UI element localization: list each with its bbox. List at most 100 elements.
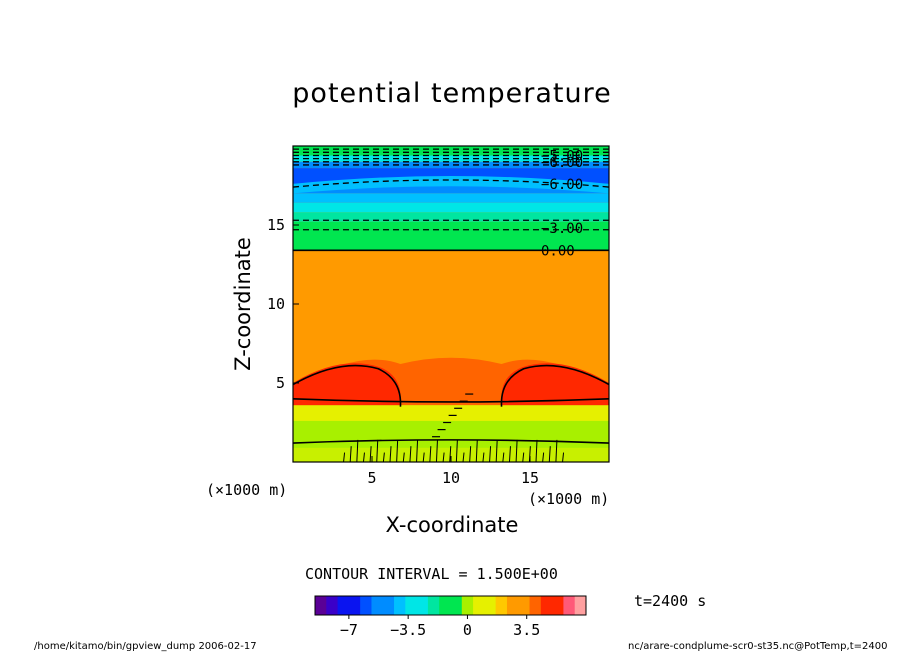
colorbar-tick-label: −3.5: [390, 621, 426, 639]
contour-label: −5.00: [541, 148, 583, 164]
colorbar-segment: [382, 596, 395, 615]
contour-line-plume: [500, 364, 609, 407]
contour-interval-label: CONTOUR INTERVAL = 1.500E+00: [305, 565, 558, 583]
chart-title: potential temperature: [292, 78, 612, 109]
surface-contour-tick: [462, 452, 465, 462]
surface-contour-tick: [548, 446, 551, 462]
colorbar-segment: [529, 596, 542, 615]
colorbar-segment: [326, 596, 339, 615]
colorbar-segment: [416, 596, 429, 615]
colorbar-segment: [405, 596, 418, 615]
surface-contour-tick: [515, 439, 518, 462]
colorbar-segment: [360, 596, 372, 615]
x-axis-label: X-coordinate: [385, 513, 519, 537]
contour-label: −3.00: [541, 221, 583, 237]
surface-contour-tick: [402, 452, 405, 462]
surface-contour-tick: [382, 452, 385, 462]
colorbar-segment: [506, 596, 519, 615]
lower-yellow-band: [293, 405, 609, 421]
colorbar-segment: [552, 596, 564, 615]
colorbar-tick-label: 0: [463, 621, 472, 639]
surface-contour-tick: [356, 439, 359, 462]
colorbar-frame: [314, 595, 587, 616]
surface-contour-tick: [482, 452, 485, 462]
surface-contour-tick: [343, 452, 346, 462]
stratified-band: [293, 212, 609, 222]
x-tick-label: 5: [367, 469, 376, 487]
colorbar-segment: [315, 596, 327, 615]
colorbar-segment: [394, 596, 406, 615]
contour-label: −6.00: [541, 177, 583, 193]
surface-contour-tick: [435, 439, 438, 462]
contour-line: [293, 398, 609, 403]
contour-line-dashed: [293, 179, 609, 188]
colorbar-segment: [484, 596, 497, 615]
surface-contour-tick: [429, 446, 432, 462]
stratified-band: [293, 221, 609, 235]
contour-label: 0.00: [541, 243, 575, 259]
y-axis-label: Z-coordinate: [231, 237, 255, 371]
surface-contour-tick: [376, 439, 379, 462]
surface-contour-tick: [475, 439, 478, 462]
footer-right: nc/arare-condplume-scr0-st35.nc@PotTemp,…: [628, 641, 888, 652]
surface-contour-tick: [362, 452, 365, 462]
stratified-bulge: [293, 176, 609, 194]
colorbar-segment: [563, 596, 576, 615]
colorbar-tick-label: −7: [340, 621, 358, 639]
surface-contour-tick: [369, 446, 372, 462]
surface-contour-tick: [562, 452, 565, 462]
surface-contour-tick: [522, 452, 525, 462]
colorbar-segment: [473, 596, 485, 615]
warm-plume-left: [293, 363, 401, 406]
stratified-band: [293, 202, 609, 213]
contour-line: [293, 439, 609, 444]
colorbar-segment: [574, 596, 587, 615]
warm-plume-right: [501, 363, 609, 406]
field-group: [293, 146, 609, 462]
colorbar-segment: [461, 596, 474, 615]
colorbar-segment: [439, 596, 451, 615]
colorbar-segment: [337, 596, 350, 615]
surface-contour-tick: [502, 452, 505, 462]
colorbar-segment: [495, 596, 508, 615]
surface-contour-tick: [508, 446, 511, 462]
footer-left: /home/kitamo/bin/gpview_dump 2006-02-17: [34, 641, 257, 652]
colorbar-segment: [518, 596, 531, 615]
z-axis-unit: (×1000 m): [206, 481, 288, 499]
colorbar-segment: [348, 596, 361, 615]
y-tick-label: 10: [267, 295, 285, 313]
stratified-band: [293, 193, 609, 203]
surface-contour-tick: [449, 446, 452, 462]
colorbar-segment: [450, 596, 463, 615]
surface-contour-tick: [455, 439, 458, 462]
colorbar-tick-label: 3.5: [513, 621, 540, 639]
contour-label: −6.00: [541, 155, 583, 171]
x-tick-label: 10: [442, 469, 460, 487]
surface-contour-tick: [542, 452, 545, 462]
stratified-band: [293, 161, 609, 169]
contour-line-plume: [293, 364, 402, 407]
x-tick-label: 15: [521, 469, 539, 487]
surface-contour-tick: [396, 439, 399, 462]
surface-contour-tick: [469, 446, 472, 462]
colorbar-segment: [371, 596, 384, 615]
time-label: t=2400 s: [634, 592, 707, 610]
surface-contour-tick: [495, 439, 498, 462]
stratified-band: [293, 146, 609, 156]
colorbar-segment: [427, 596, 440, 615]
surface-contour-tick: [442, 452, 445, 462]
surface-contour-tick: [555, 439, 558, 462]
surface-contour-tick: [535, 439, 538, 462]
x-axis-unit: (×1000 m): [528, 490, 610, 508]
surface-contour-tick: [389, 446, 392, 462]
y-tick-label: 5: [276, 374, 285, 392]
surface-contour-tick: [422, 452, 425, 462]
stratified-band: [293, 234, 609, 251]
stratified-band: [293, 155, 609, 162]
surface-contour-tick: [409, 446, 412, 462]
stratified-band: [293, 183, 609, 194]
surface-contour-tick: [416, 439, 419, 462]
surface-contour-tick: [489, 446, 492, 462]
colorbar-segment: [540, 596, 553, 615]
